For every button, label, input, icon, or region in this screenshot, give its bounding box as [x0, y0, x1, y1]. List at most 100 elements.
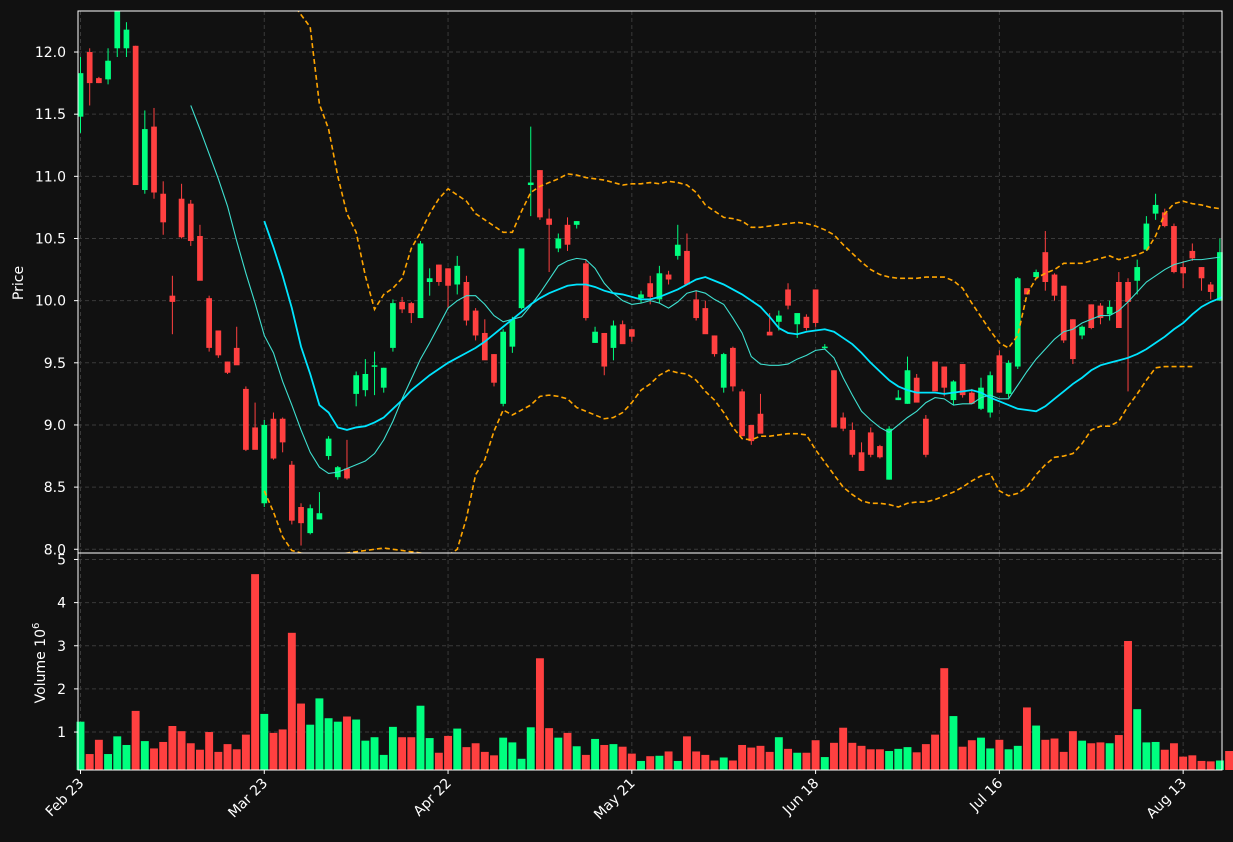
candle-body — [849, 429, 856, 455]
volume-bar — [774, 737, 783, 770]
candle-body — [454, 265, 461, 285]
price-tick-label: 11.0 — [35, 169, 66, 185]
candle-body — [169, 295, 176, 302]
candle-body — [1125, 282, 1131, 302]
candle-body — [390, 303, 396, 348]
candle-body — [380, 367, 387, 388]
volume-bar — [701, 754, 710, 770]
candle-body — [114, 11, 121, 49]
price-tick-label: 10.0 — [35, 294, 66, 310]
volume-bar — [1013, 745, 1022, 770]
candle-body — [877, 446, 883, 458]
volume-bar — [646, 756, 655, 770]
volume-bar — [196, 749, 204, 770]
candle-body — [527, 182, 534, 186]
volume-bar — [1068, 731, 1077, 770]
candle-body — [1180, 267, 1186, 274]
price-tick-label: 10.5 — [35, 231, 66, 247]
candle-body — [968, 392, 975, 404]
volume-bar — [967, 740, 976, 770]
volume-bar — [673, 760, 682, 770]
candle-body — [913, 377, 920, 403]
candle-body — [684, 250, 690, 285]
candle-body — [775, 315, 782, 322]
volume-bar — [986, 748, 995, 770]
candle-body — [711, 335, 718, 355]
volume-bar — [370, 737, 379, 770]
volume-bar — [361, 740, 370, 770]
volume-bar — [453, 728, 462, 770]
candle-body — [151, 126, 157, 193]
volume-bar — [1197, 760, 1206, 770]
candle-body — [987, 375, 994, 413]
candle-body — [463, 282, 470, 321]
candle-body — [472, 310, 479, 336]
volume-label-exponent: 6 — [31, 623, 42, 629]
candle-body — [766, 331, 773, 336]
volume-bar — [618, 746, 627, 770]
volume-label-text: Volume 10 — [33, 629, 49, 703]
volume-bar — [1133, 709, 1142, 770]
candle-body — [344, 468, 350, 479]
candle-body — [445, 268, 451, 286]
volume-bar — [591, 738, 600, 770]
candles — [77, 11, 1223, 546]
candle-body — [583, 263, 589, 319]
volume-bar — [324, 718, 333, 770]
candle-body — [730, 347, 736, 387]
volume-bar — [1124, 641, 1132, 770]
volume-bar — [113, 736, 122, 770]
volume-bar — [333, 721, 342, 770]
volume-bar — [1188, 755, 1197, 770]
candle-body — [500, 331, 507, 404]
price-tick-label: 9.5 — [44, 356, 66, 372]
candle-body — [399, 301, 405, 310]
volume-bar — [719, 757, 728, 770]
candle-body — [821, 346, 828, 349]
price-axis-label: Price — [11, 266, 27, 300]
candle-body — [1005, 362, 1012, 394]
volume-bar — [857, 745, 866, 770]
candle-body — [941, 366, 948, 388]
volume-bar — [1050, 738, 1059, 770]
candle-body — [243, 388, 249, 450]
volume-bar — [977, 737, 985, 770]
candle-body — [252, 427, 258, 450]
volume-bar — [297, 703, 305, 770]
candle-body — [288, 464, 295, 521]
volume-bar — [159, 741, 168, 770]
volume-bar — [554, 737, 563, 770]
candle-body — [858, 452, 865, 471]
volume-bar — [1096, 742, 1105, 770]
candle-body — [785, 289, 791, 306]
volume-bar — [756, 745, 765, 770]
volume-bar — [490, 755, 498, 770]
volume-tick-label: 3 — [57, 639, 66, 655]
volume-bar — [388, 726, 397, 770]
candle-body — [270, 418, 277, 459]
candle-body — [886, 428, 892, 480]
candle-body — [546, 218, 552, 225]
volume-bar — [508, 742, 517, 770]
candle-body — [1198, 267, 1205, 279]
candle-body — [1033, 272, 1039, 278]
candle-body — [656, 273, 663, 300]
volume-bar — [398, 737, 407, 770]
candle-body — [426, 278, 433, 282]
candle-body — [610, 325, 617, 348]
price-tick-label: 8.0 — [44, 542, 66, 558]
candle-body — [932, 361, 938, 392]
volume-bar — [830, 742, 838, 770]
candle-body — [1088, 304, 1095, 328]
candle-body — [141, 129, 148, 191]
volume-bar — [462, 747, 471, 770]
volume-bar — [692, 751, 701, 770]
volume-bar — [214, 751, 223, 770]
volume-bar — [609, 744, 618, 770]
volume-bar — [765, 751, 774, 770]
volume-bar — [471, 743, 480, 770]
candle-body — [619, 324, 626, 345]
volume-bar — [1151, 741, 1160, 770]
volume-axis-label: Volume 106 — [31, 623, 49, 704]
volume-bar — [1179, 756, 1188, 770]
